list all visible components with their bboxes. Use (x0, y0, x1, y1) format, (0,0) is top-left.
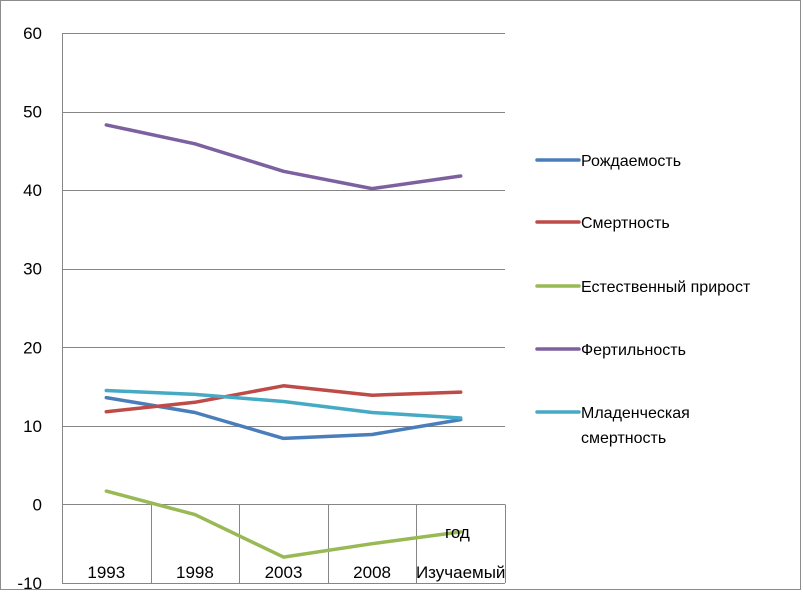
legend-label-4: Младенческая смертность (581, 405, 690, 447)
x-tick-labels: 1993 1998 2003 2008 Изучаемый (87, 563, 505, 582)
x-tick-label: Изучаемый (416, 563, 506, 582)
series-line-2 (104, 489, 463, 559)
y-tick-label: 50 (23, 103, 42, 122)
x-annotation-label: год (445, 523, 470, 542)
series-line-1 (104, 384, 463, 414)
y-tick-label: 40 (23, 181, 42, 200)
legend-label-1: Смертность (581, 215, 670, 232)
series-line-0 (104, 395, 463, 441)
x-tick-label: 2003 (265, 563, 303, 582)
x-tick-label: 2008 (353, 563, 391, 582)
y-tick-label: 30 (23, 260, 42, 279)
legend: Рождаемость Смертность Естественный прирос… (535, 153, 751, 447)
gridlines (62, 33, 505, 584)
y-tick-label: -10 (17, 574, 42, 593)
legend-label-2: Естественный прирост (581, 279, 751, 296)
series-lines (104, 123, 463, 559)
y-tick-label: 20 (23, 338, 42, 357)
axes (62, 33, 506, 583)
y-tick-label: 0 (33, 495, 42, 514)
series-line-3 (104, 123, 463, 191)
y-tick-label: 60 (23, 24, 42, 43)
x-tick-label: 1998 (176, 563, 214, 582)
y-tick-labels: -10 0 10 20 30 40 50 60 (17, 24, 42, 593)
x-tick-label: 1993 (87, 563, 125, 582)
y-tick-label: 10 (23, 417, 42, 436)
legend-label-3: Фертильность (581, 342, 686, 359)
legend-label-0: Рождаемость (581, 153, 681, 170)
